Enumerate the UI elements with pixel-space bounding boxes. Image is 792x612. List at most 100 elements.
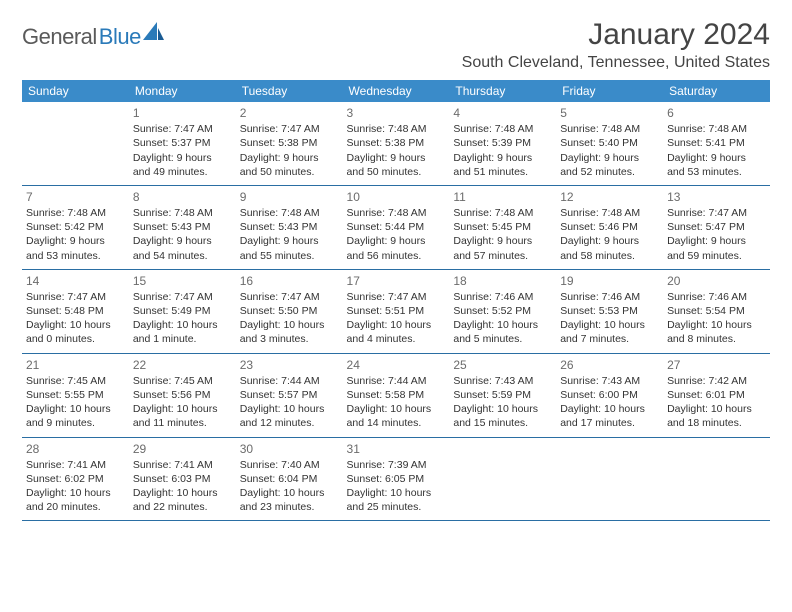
sunrise-line: Sunrise: 7:48 AM xyxy=(453,122,552,136)
sunrise-line: Sunrise: 7:48 AM xyxy=(240,206,339,220)
dl1-line: Daylight: 10 hours xyxy=(453,402,552,416)
day-number: 31 xyxy=(347,441,446,457)
sunrise-line: Sunrise: 7:43 AM xyxy=(560,374,659,388)
calendar-day-cell: 27Sunrise: 7:42 AMSunset: 6:01 PMDayligh… xyxy=(663,353,770,437)
sunset-line: Sunset: 5:41 PM xyxy=(667,136,766,150)
dl1-line: Daylight: 9 hours xyxy=(240,151,339,165)
dl2-line: and 50 minutes. xyxy=(240,165,339,179)
calendar-week-row: 21Sunrise: 7:45 AMSunset: 5:55 PMDayligh… xyxy=(22,353,770,437)
dl1-line: Daylight: 9 hours xyxy=(667,234,766,248)
day-number: 7 xyxy=(26,189,125,205)
day-number: 20 xyxy=(667,273,766,289)
dl2-line: and 12 minutes. xyxy=(240,416,339,430)
day-number: 15 xyxy=(133,273,232,289)
dl2-line: and 3 minutes. xyxy=(240,332,339,346)
calendar-week-row: 14 Sunrise: 7:47 AM Sunset: 5:48 PM Dayligh… xyxy=(22,269,770,353)
calendar-page: GeneralBlue January 2024 South Cleveland… xyxy=(0,0,792,539)
day-number: 25 xyxy=(453,357,552,373)
calendar-empty-cell xyxy=(663,437,770,521)
dl1-line: Daylight: 10 hours xyxy=(560,402,659,416)
sunset-line: Sunset: 5:52 PM xyxy=(453,304,552,318)
dl1-line: Daylight: 10 hours xyxy=(347,402,446,416)
dl1-line: Daylight: 10 hours xyxy=(133,402,232,416)
sunrise-line: Sunrise: 7:48 AM xyxy=(453,206,552,220)
dl1-line: Daylight: 10 hours xyxy=(347,318,446,332)
sunrise-line: Sunrise: 7:39 AM xyxy=(347,458,446,472)
sunset-line: Sunset: 5:51 PM xyxy=(347,304,446,318)
dl1-line: Daylight: 9 hours xyxy=(26,234,125,248)
sunrise-line: Sunrise: 7:48 AM xyxy=(560,122,659,136)
dl2-line: and 54 minutes. xyxy=(133,249,232,263)
sunset-line: Sunset: 5:46 PM xyxy=(560,220,659,234)
weekday-header: Saturday xyxy=(663,80,770,102)
sunrise-line: Sunrise: 7:42 AM xyxy=(667,374,766,388)
dl2-line: and 18 minutes. xyxy=(667,416,766,430)
day-number: 2 xyxy=(240,105,339,121)
dl2-line: and 25 minutes. xyxy=(347,500,446,514)
dl2-line: and 50 minutes. xyxy=(347,165,446,179)
brand-sail-icon xyxy=(143,22,165,47)
sunset-line: Sunset: 6:02 PM xyxy=(26,472,125,486)
sunset-line: Sunset: 5:56 PM xyxy=(133,388,232,402)
sunrise-line: Sunrise: 7:41 AM xyxy=(26,458,125,472)
calendar-day-cell: 26Sunrise: 7:43 AMSunset: 6:00 PMDayligh… xyxy=(556,353,663,437)
sunset-line: Sunset: 5:57 PM xyxy=(240,388,339,402)
calendar-day-cell: 12Sunrise: 7:48 AMSunset: 5:46 PMDayligh… xyxy=(556,185,663,269)
sunset-line: Sunset: 5:40 PM xyxy=(560,136,659,150)
day-number: 13 xyxy=(667,189,766,205)
weekday-header: Monday xyxy=(129,80,236,102)
dl2-line: and 23 minutes. xyxy=(240,500,339,514)
dl2-line: and 14 minutes. xyxy=(347,416,446,430)
calendar-empty-cell xyxy=(22,102,129,185)
day-number: 30 xyxy=(240,441,339,457)
dl2-line: and 4 minutes. xyxy=(347,332,446,346)
day-number: 26 xyxy=(560,357,659,373)
day-number: 17 xyxy=(347,273,446,289)
sunrise-line: Sunrise: 7:45 AM xyxy=(26,374,125,388)
sunset-line: Sunset: 5:37 PM xyxy=(133,136,232,150)
calendar-day-cell: 9Sunrise: 7:48 AMSunset: 5:43 PMDaylight… xyxy=(236,185,343,269)
dl2-line: and 17 minutes. xyxy=(560,416,659,430)
day-number: 23 xyxy=(240,357,339,373)
dl1-line: Daylight: 10 hours xyxy=(26,486,125,500)
day-number: 5 xyxy=(560,105,659,121)
sunrise-line: Sunrise: 7:43 AM xyxy=(453,374,552,388)
calendar-week-row: 28Sunrise: 7:41 AMSunset: 6:02 PMDayligh… xyxy=(22,437,770,521)
sunset-line: Sunset: 5:49 PM xyxy=(133,304,232,318)
dl2-line: and 51 minutes. xyxy=(453,165,552,179)
calendar-day-cell: 30Sunrise: 7:40 AMSunset: 6:04 PMDayligh… xyxy=(236,437,343,521)
sunrise-line: Sunrise: 7:47 AM xyxy=(133,290,232,304)
weekday-header: Wednesday xyxy=(343,80,450,102)
day-number: 14 xyxy=(26,273,125,289)
sunrise-line: Sunrise: 7:45 AM xyxy=(133,374,232,388)
sunset-line: Sunset: 5:54 PM xyxy=(667,304,766,318)
title-block: January 2024 South Cleveland, Tennessee,… xyxy=(462,18,770,72)
header: GeneralBlue January 2024 South Cleveland… xyxy=(22,18,770,72)
sunset-line: Sunset: 6:01 PM xyxy=(667,388,766,402)
brand-part2: Blue xyxy=(99,24,141,50)
calendar-day-cell: 20Sunrise: 7:46 AMSunset: 5:54 PMDayligh… xyxy=(663,269,770,353)
calendar-day-cell: 29Sunrise: 7:41 AMSunset: 6:03 PMDayligh… xyxy=(129,437,236,521)
dl1-line: Daylight: 9 hours xyxy=(453,151,552,165)
sunrise-line: Sunrise: 7:47 AM xyxy=(240,290,339,304)
sunset-line: Sunset: 6:04 PM xyxy=(240,472,339,486)
day-number: 3 xyxy=(347,105,446,121)
brand-logo: GeneralBlue xyxy=(22,18,165,50)
day-number: 28 xyxy=(26,441,125,457)
day-number: 8 xyxy=(133,189,232,205)
sunset-line: Sunset: 6:00 PM xyxy=(560,388,659,402)
day-number: 12 xyxy=(560,189,659,205)
dl1-line: Daylight: 9 hours xyxy=(133,234,232,248)
day-number: 16 xyxy=(240,273,339,289)
calendar-day-cell: 13Sunrise: 7:47 AMSunset: 5:47 PMDayligh… xyxy=(663,185,770,269)
location: South Cleveland, Tennessee, United State… xyxy=(462,54,770,72)
dl1-line: Daylight: 9 hours xyxy=(560,151,659,165)
calendar-day-cell: 17Sunrise: 7:47 AMSunset: 5:51 PMDayligh… xyxy=(343,269,450,353)
sunset-line: Sunset: 5:53 PM xyxy=(560,304,659,318)
sunset-line: Sunset: 5:48 PM xyxy=(26,304,125,318)
dl1-line: Daylight: 10 hours xyxy=(560,318,659,332)
sunset-line: Sunset: 6:05 PM xyxy=(347,472,446,486)
dl1-line: Daylight: 10 hours xyxy=(133,318,232,332)
dl1-line: Daylight: 10 hours xyxy=(240,402,339,416)
dl1-line: Daylight: 9 hours xyxy=(133,151,232,165)
